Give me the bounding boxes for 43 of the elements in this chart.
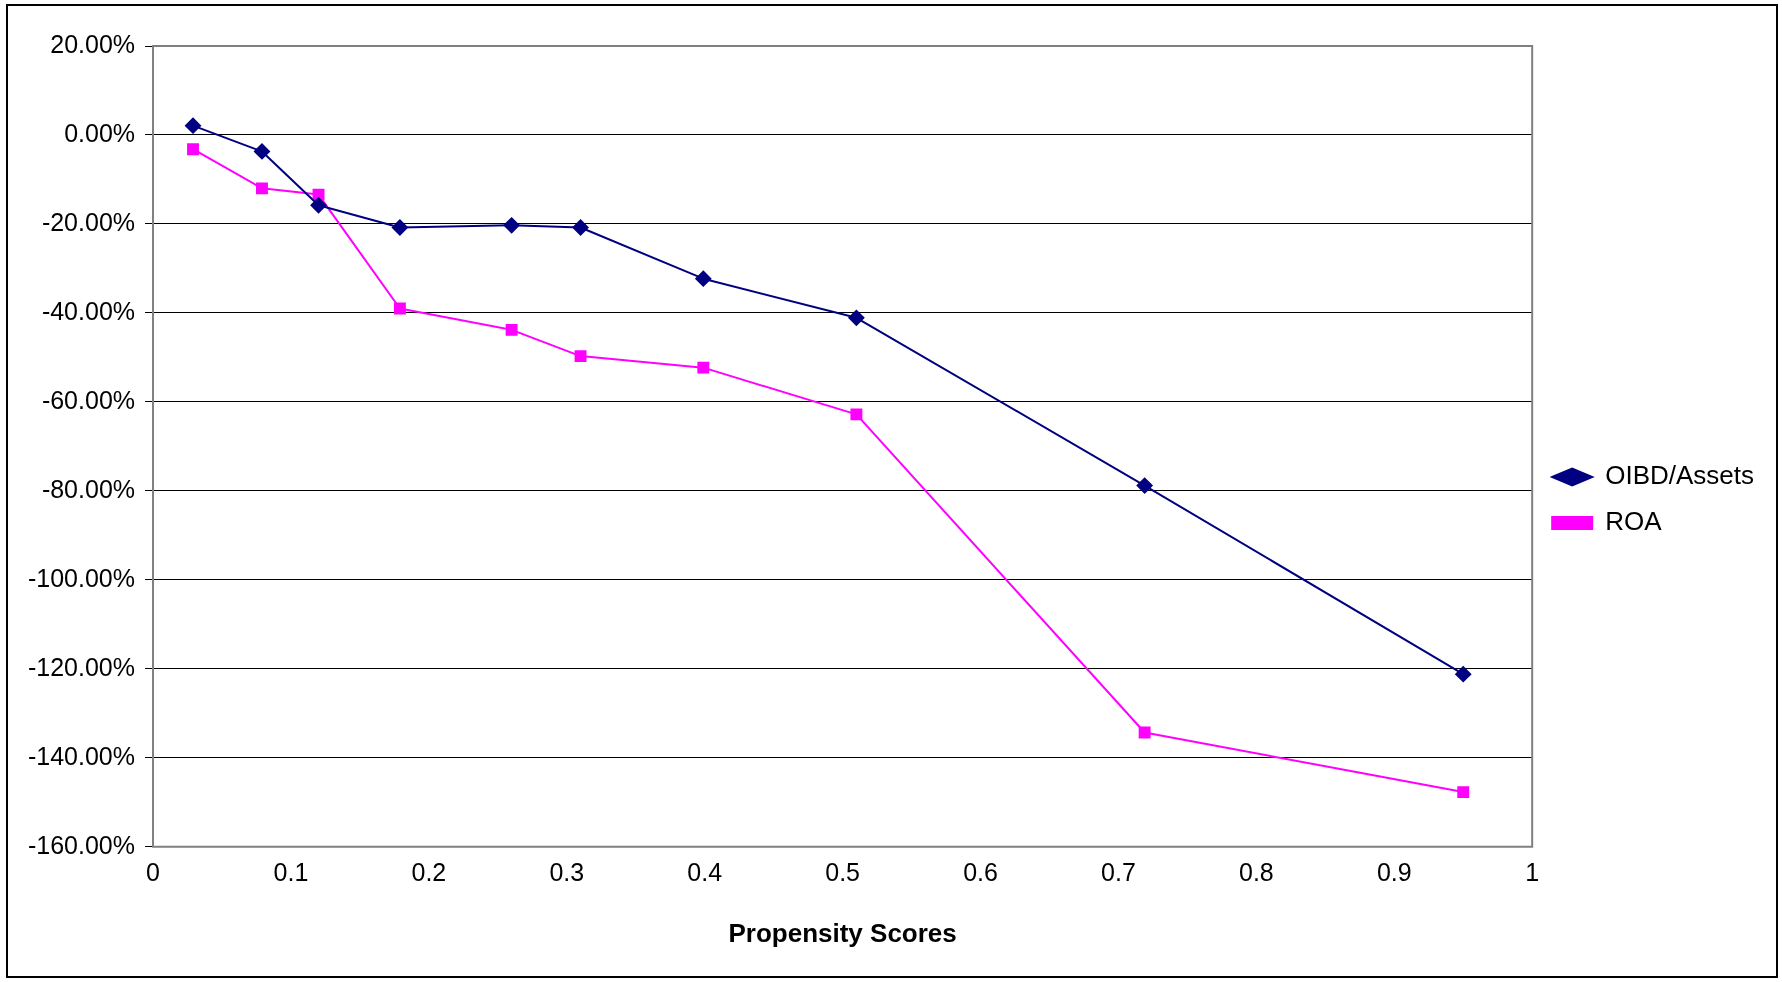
- point: [256, 182, 268, 195]
- legend-label: OIBD/Assets: [1605, 460, 1755, 491]
- y-tick-label: -80.00%: [41, 474, 136, 503]
- point: [187, 143, 199, 156]
- point: [572, 219, 589, 236]
- point: [253, 143, 270, 160]
- point: [505, 323, 518, 336]
- point: [503, 217, 520, 234]
- point: [393, 302, 406, 315]
- y-tick-label: -40.00%: [41, 296, 136, 325]
- point: [1457, 786, 1470, 799]
- y-tick-label: 20.00%: [50, 29, 136, 58]
- point: [185, 117, 202, 134]
- x-tick-label: 0.5: [825, 857, 860, 886]
- y-tick-label: -120.00%: [27, 652, 136, 681]
- point: [1455, 666, 1472, 683]
- x-tick-label: 0.9: [1376, 857, 1412, 886]
- point: [848, 309, 865, 326]
- point: [697, 361, 710, 374]
- y-tick-label: 0.00%: [64, 118, 136, 147]
- x-axis-title: Propensity Scores: [728, 917, 957, 948]
- point: [1138, 726, 1151, 739]
- x-tick-label: 0.8: [1238, 857, 1274, 886]
- point: [695, 270, 712, 287]
- point: [310, 197, 327, 214]
- y-tick-label: -20.00%: [41, 207, 136, 236]
- x-tick-label: 0.7: [1101, 857, 1136, 886]
- x-tick-label: 1: [1525, 857, 1540, 886]
- point: [391, 219, 408, 236]
- point: [1136, 477, 1153, 494]
- y-tick-label: -140.00%: [27, 741, 136, 770]
- x-tick-label: 0.3: [549, 857, 585, 886]
- x-tick-label: 0: [146, 857, 160, 886]
- x-tick-label: 0.1: [273, 857, 309, 886]
- point: [574, 350, 587, 363]
- point: [850, 408, 863, 421]
- y-tick-label: -100.00%: [27, 563, 136, 592]
- legend-label: ROA: [1605, 506, 1663, 537]
- x-tick-label: 0.2: [411, 857, 447, 886]
- x-tick-label: 0.4: [687, 857, 723, 886]
- y-tick-label: -160.00%: [27, 830, 136, 859]
- y-tick-label: -60.00%: [41, 385, 136, 414]
- x-tick-label: 0.6: [963, 857, 998, 886]
